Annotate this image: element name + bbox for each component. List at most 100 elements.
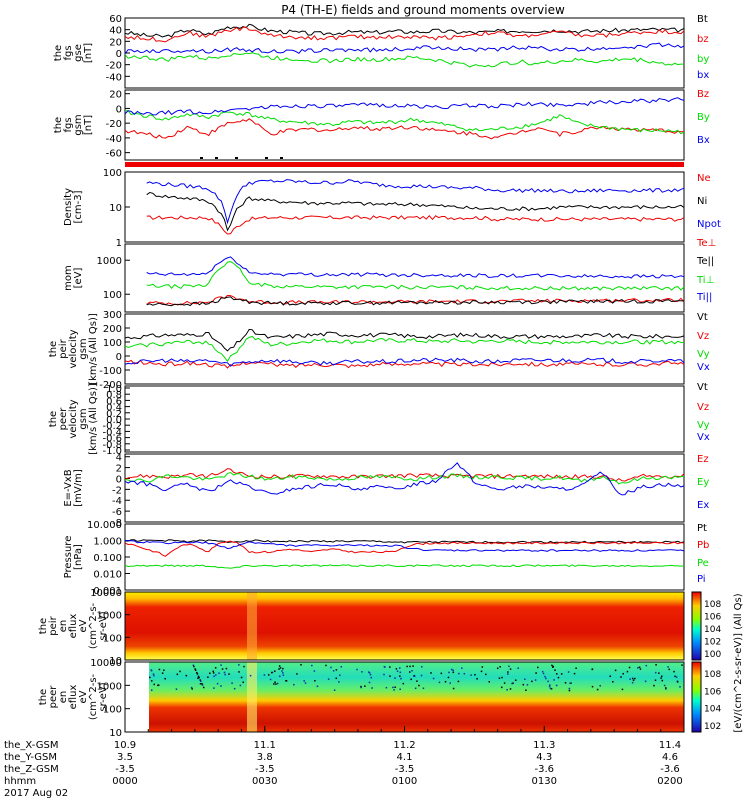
speckle [470, 674, 472, 676]
y-tick-label: 100 [103, 168, 122, 179]
series-line-by [124, 52, 684, 68]
speckle [338, 681, 340, 683]
y-axis-label: eflux [68, 614, 79, 639]
legend-label: Te|| [696, 256, 714, 267]
speckle [225, 667, 228, 670]
y-axis-label: the [53, 117, 64, 133]
speckle [661, 679, 664, 682]
y-tick-label: 10 [109, 728, 122, 739]
speckle [224, 673, 226, 676]
speckle [653, 684, 655, 687]
speckle [503, 682, 506, 684]
speckle [158, 668, 161, 671]
speckle [560, 673, 563, 675]
colorbar-tick: 104 [704, 625, 721, 635]
y-tick-label: 10 [109, 656, 122, 667]
speckle [194, 668, 196, 670]
speckle [498, 677, 501, 679]
mode-mark [215, 157, 218, 159]
speckle [163, 669, 165, 672]
speckle [213, 687, 215, 689]
y-tick-label: -60 [106, 149, 122, 160]
speckle [263, 674, 266, 676]
speckle [555, 684, 558, 687]
y-axis-label: Pressure [63, 536, 74, 579]
speckle [216, 682, 219, 685]
colorbar-tick: 108 [704, 670, 721, 680]
speckle [223, 671, 226, 674]
x-axis: 10.93.5-3.5000011.13.8-3.5003011.24.1-3.… [4, 726, 685, 799]
speckle [517, 667, 519, 669]
y-tick-label: 1000 [97, 611, 122, 622]
speckle [663, 684, 666, 687]
x-tick-label: 4.1 [397, 752, 413, 763]
speckle [202, 686, 205, 689]
speckle [633, 677, 636, 680]
speckle [282, 667, 284, 670]
speckle [514, 679, 517, 681]
y-axis-label: fgs [63, 45, 74, 60]
speckle [285, 680, 288, 682]
y-tick-label: -40 [106, 134, 122, 145]
speckle [449, 682, 451, 684]
speckle [394, 686, 396, 689]
colorbar-tick: 100 [704, 650, 721, 660]
speckle [458, 672, 460, 675]
speckle [554, 669, 556, 671]
speckle [269, 678, 272, 681]
y-axis-label: Density [63, 188, 74, 226]
y-axis-label: [km/s (All Qs)] [88, 383, 99, 455]
x-tick-label: -3.6 [660, 764, 680, 775]
y-tick-label: 10.000 [87, 520, 122, 531]
speckle [535, 672, 537, 674]
speckle [591, 668, 594, 671]
legend-label: Ti⊥ [696, 275, 714, 286]
legend-label: Vt [697, 382, 708, 393]
speckle [660, 675, 663, 677]
speckle [367, 671, 370, 673]
speckle [531, 680, 533, 683]
speckle [549, 684, 551, 686]
speckle [231, 682, 233, 684]
y-axis-label: (cm^2-s- [88, 673, 99, 720]
speckle [200, 680, 202, 683]
x-tick-label: -3.5 [395, 764, 415, 775]
legend-label: bz [697, 34, 709, 45]
speckle [339, 674, 341, 676]
legend-label: Pi [697, 574, 706, 585]
speckle [371, 687, 373, 689]
y-tick-label: 0 [116, 49, 122, 60]
y-tick-label: 1.000 [93, 537, 122, 548]
panel-frame [124, 385, 685, 453]
y-tick-label: -8 [112, 518, 122, 529]
speckle [639, 668, 642, 670]
legend-label: Vy [697, 420, 710, 431]
speckle [356, 668, 358, 671]
speckle [575, 667, 577, 669]
y-axis-label: E=-VxB [63, 469, 74, 506]
series-line-bx [124, 42, 685, 55]
speckle [271, 671, 274, 674]
speckle [548, 685, 551, 688]
y-tick-label: 0.0 [106, 415, 122, 426]
y-tick-label: 0.2 [106, 409, 122, 420]
speckle [303, 680, 305, 682]
y-tick-label: 100 [103, 633, 122, 644]
y-tick-label: 1000 [97, 256, 122, 267]
panel-frame [124, 591, 685, 661]
speckle [525, 689, 527, 691]
speckle [626, 670, 629, 673]
speckle [273, 683, 275, 685]
speckle [311, 664, 313, 667]
y-axis-label: velocity [68, 399, 79, 438]
speckle [153, 683, 156, 686]
speckle [544, 675, 546, 678]
speckle [409, 665, 411, 668]
speckle [179, 670, 181, 673]
legend-label: By [697, 112, 710, 123]
speckle [157, 684, 160, 686]
speckle [279, 675, 281, 678]
x-tick-label: 0030 [252, 776, 277, 787]
speckle [545, 677, 547, 680]
y-axis-label: peer [48, 685, 59, 709]
